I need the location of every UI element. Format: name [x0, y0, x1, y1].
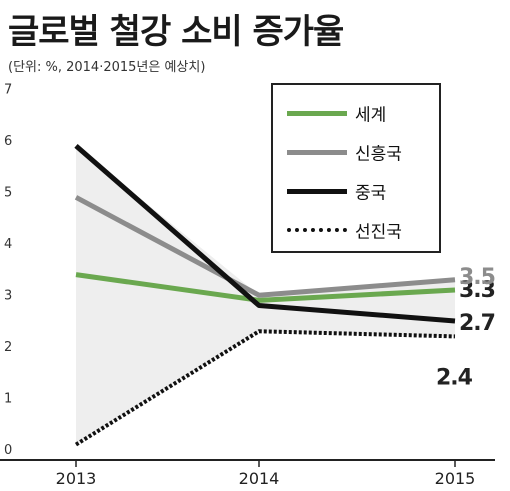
legend-label: 중국 — [355, 183, 387, 204]
chart-subtitle: (단위: %, 2014·2015년은 예상치) — [8, 60, 206, 75]
legend-item-0: 세계 — [285, 93, 435, 133]
series-line-2 — [74, 143, 456, 324]
x-tick-label: 2013 — [56, 469, 97, 488]
legend-item-2: 중국 — [285, 171, 435, 211]
y-tick-label: 1 — [4, 392, 12, 407]
legend-swatch — [287, 189, 347, 194]
legend-label: 세계 — [355, 105, 387, 126]
y-tick-label: 3 — [4, 289, 12, 304]
legend-item-3: 선진국 — [285, 210, 435, 250]
legend-item-1: 신흥국 — [285, 132, 435, 172]
chart-title: 글로벌 철강 소비 증가율 — [8, 12, 344, 52]
y-tick-label: 6 — [4, 134, 12, 149]
series-line-0 — [75, 272, 456, 303]
y-tick-label: 4 — [4, 237, 12, 252]
legend-label: 선진국 — [355, 222, 402, 243]
x-tick-label: 2014 — [239, 469, 280, 488]
legend-swatch — [287, 228, 347, 232]
end-label-0: 3.3 — [459, 278, 495, 303]
y-tick-label: 7 — [4, 83, 12, 98]
legend-label: 신흥국 — [355, 144, 402, 165]
legend-swatch — [287, 111, 347, 116]
end-label-1: 3.5 — [459, 265, 495, 290]
series-line-1 — [74, 195, 456, 298]
end-label-3: 2.4 — [436, 365, 473, 390]
y-tick-label: 5 — [4, 186, 12, 201]
legend-swatch — [287, 150, 347, 155]
y-tick-label: 0 — [4, 443, 12, 458]
x-tick-label: 2015 — [435, 469, 476, 488]
end-label-2: 2.7 — [459, 311, 495, 336]
y-tick-label: 2 — [4, 340, 12, 355]
series-line-3 — [74, 329, 456, 447]
